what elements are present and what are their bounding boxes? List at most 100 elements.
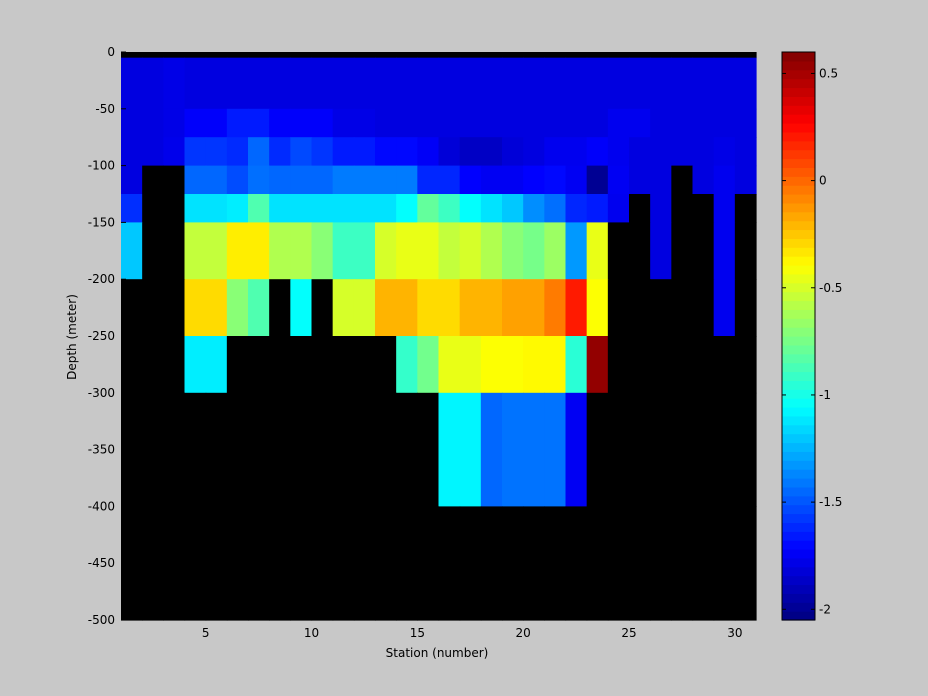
heatmap-cell bbox=[353, 137, 376, 167]
heatmap-cell bbox=[544, 336, 567, 394]
heatmap-cell bbox=[734, 336, 757, 394]
colorbar-swatch bbox=[782, 486, 815, 497]
heatmap-cell bbox=[332, 194, 355, 223]
heatmap-cell bbox=[565, 194, 588, 223]
heatmap-cell bbox=[607, 279, 630, 337]
heatmap-cell bbox=[586, 137, 609, 167]
heatmap-cell bbox=[544, 137, 567, 167]
heatmap-cell bbox=[226, 279, 249, 337]
heatmap-cell bbox=[290, 336, 313, 394]
heatmap-cell bbox=[396, 194, 418, 223]
colorbar-swatch bbox=[782, 211, 815, 222]
heatmap-cell bbox=[353, 194, 376, 223]
heatmap-cell bbox=[184, 194, 207, 223]
heatmap-cell bbox=[734, 506, 757, 621]
heatmap-cell bbox=[629, 108, 651, 138]
heatmap-cell bbox=[438, 57, 461, 110]
heatmap-cell bbox=[459, 165, 482, 195]
heatmap-cell bbox=[142, 137, 164, 167]
colorbar-tick-label: -2 bbox=[819, 602, 831, 616]
y-tick-label: -50 bbox=[95, 102, 115, 116]
heatmap-cell bbox=[480, 165, 503, 195]
heatmap-cell bbox=[607, 336, 630, 394]
x-tick-label: 30 bbox=[727, 626, 742, 640]
heatmap-cell bbox=[734, 165, 757, 195]
heatmap-cell bbox=[142, 108, 164, 138]
heatmap-cell bbox=[459, 222, 482, 280]
heatmap-cell bbox=[480, 336, 503, 394]
heatmap-cell bbox=[671, 506, 694, 621]
colorbar-tick-label: 0 bbox=[819, 174, 827, 188]
heatmap-cell bbox=[650, 336, 672, 394]
heatmap-cell bbox=[502, 222, 524, 280]
heatmap-cell bbox=[692, 506, 715, 621]
colorbar-swatch bbox=[782, 78, 815, 89]
heatmap-cell bbox=[269, 165, 291, 195]
colorbar-frame bbox=[781, 51, 816, 621]
heatmap-cell bbox=[163, 57, 186, 110]
heatmap-cell bbox=[142, 222, 164, 280]
heatmap-cell bbox=[311, 279, 334, 337]
heatmap-cell bbox=[480, 108, 503, 138]
heatmap-cell bbox=[586, 165, 609, 195]
heatmap-cell bbox=[142, 279, 164, 337]
heatmap-cell bbox=[607, 137, 630, 167]
heatmap-cell bbox=[375, 165, 397, 195]
heatmap-cell bbox=[480, 392, 503, 507]
heatmap-cell bbox=[163, 108, 186, 138]
heatmap-cell bbox=[184, 279, 207, 337]
colorbar-swatch bbox=[782, 309, 815, 319]
y-tick-label: -200 bbox=[88, 272, 115, 286]
heatmap-cell bbox=[417, 165, 440, 195]
heatmap-cell bbox=[121, 108, 143, 138]
colorbar-swatch bbox=[782, 593, 815, 603]
heatmap-cell bbox=[205, 108, 228, 138]
heatmap-cell bbox=[438, 165, 461, 195]
heatmap-cell bbox=[650, 222, 672, 280]
colorbar-swatch bbox=[782, 282, 815, 293]
colorbar-swatch bbox=[782, 540, 815, 550]
heatmap-cell bbox=[586, 108, 609, 138]
heatmap-cell bbox=[396, 137, 418, 167]
heatmap-cell bbox=[121, 336, 143, 394]
heatmap-cell bbox=[629, 506, 651, 621]
heatmap-cell bbox=[671, 108, 694, 138]
heatmap-cell bbox=[184, 52, 207, 59]
heatmap-cell bbox=[269, 52, 291, 59]
heatmap-cell bbox=[629, 57, 651, 110]
colorbar-swatch bbox=[782, 433, 815, 444]
heatmap-cell bbox=[565, 506, 588, 621]
heatmap-cell bbox=[586, 52, 609, 59]
heatmap-cell bbox=[417, 222, 440, 280]
colorbar-swatch bbox=[782, 220, 815, 231]
heatmap-cell bbox=[353, 108, 376, 138]
heatmap-cell bbox=[671, 194, 694, 223]
y-axis: 0 -50 -100 -150 -200 -250 -300 -350 -400 -450 -500 bbox=[88, 45, 126, 627]
heatmap-cell bbox=[184, 137, 207, 167]
colorbar-swatch bbox=[782, 504, 815, 515]
colorbar-swatch bbox=[782, 469, 815, 479]
heatmap-cell bbox=[332, 392, 355, 507]
colorbar-swatch bbox=[782, 442, 815, 452]
heatmap-cell bbox=[269, 222, 291, 280]
heatmap-cell bbox=[248, 57, 270, 110]
colorbar-swatch bbox=[782, 557, 815, 568]
heatmap-cell bbox=[290, 194, 313, 223]
heatmap-cell bbox=[226, 165, 249, 195]
colorbar-swatch bbox=[782, 123, 815, 133]
heatmap-cell bbox=[544, 222, 567, 280]
heatmap-cell bbox=[290, 392, 313, 507]
heatmap-cell bbox=[734, 392, 757, 507]
heatmap-cell bbox=[142, 336, 164, 394]
heatmap-cell bbox=[353, 57, 376, 110]
heatmap-cell bbox=[375, 137, 397, 167]
x-tick-label: 15 bbox=[410, 626, 425, 640]
heatmap-cell bbox=[269, 506, 291, 621]
heatmap-cell bbox=[121, 165, 143, 195]
heatmap-cell bbox=[502, 52, 524, 59]
heatmap-cell bbox=[607, 108, 630, 138]
y-tick-label: -150 bbox=[88, 215, 115, 229]
heatmap-cell bbox=[671, 222, 694, 280]
heatmap-cell bbox=[480, 57, 503, 110]
heatmap-cell bbox=[523, 194, 545, 223]
